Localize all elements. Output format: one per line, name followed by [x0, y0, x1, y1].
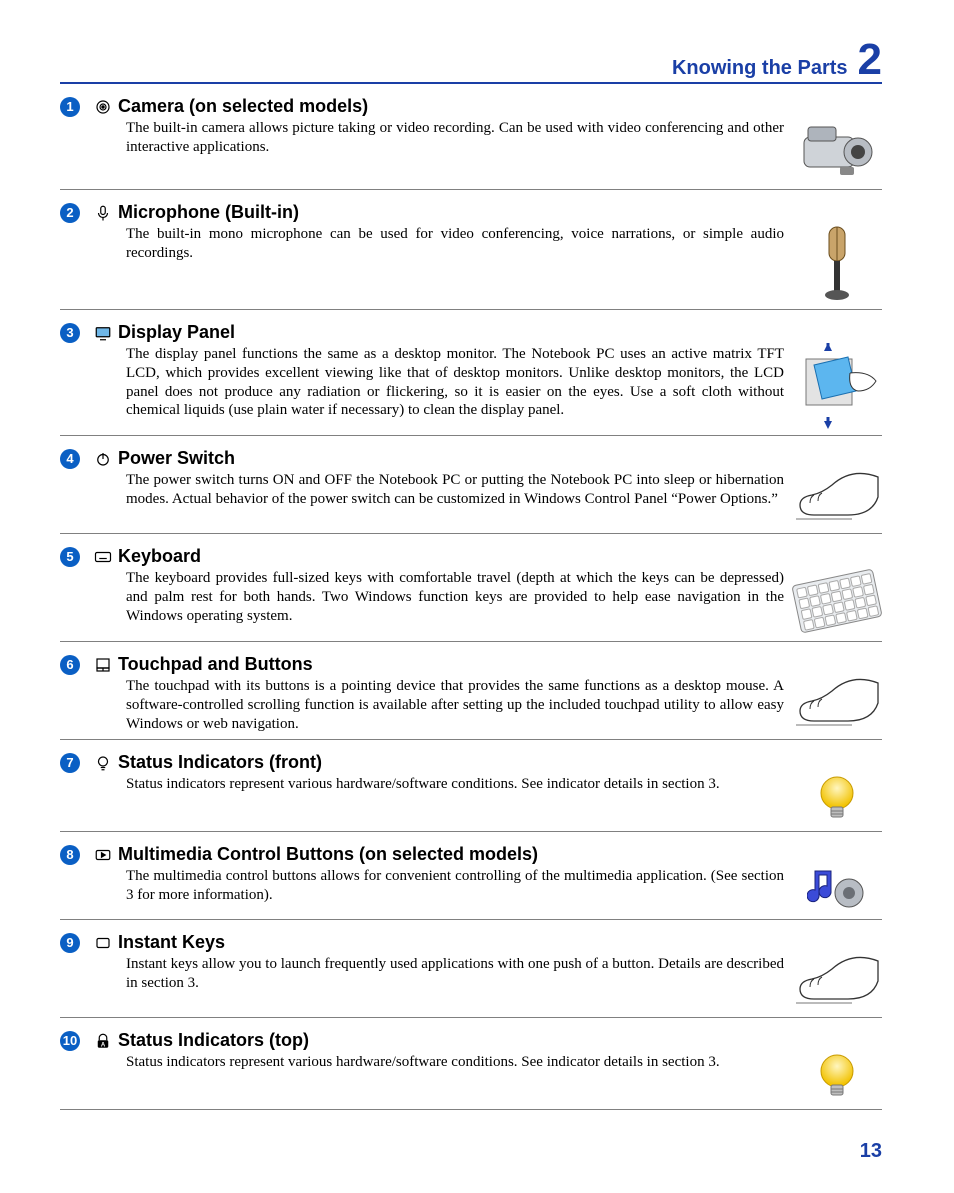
- section-body: The display panel functions the same as …: [60, 343, 784, 420]
- section-body: The keyboard provides full-sized keys wi…: [60, 567, 784, 625]
- section-body: The multimedia control buttons allows fo…: [60, 865, 784, 905]
- hand-press-graphic: [792, 675, 882, 733]
- section-body: The built-in mono microphone can be used…: [60, 223, 784, 263]
- section-title: Instant Keys: [118, 932, 225, 953]
- section-header: 3 Display Panel: [60, 322, 882, 343]
- section: 10 A Status Indicators (top)Status indicat…: [60, 1030, 882, 1110]
- instant-key-icon: [94, 934, 112, 952]
- section-title: Status Indicators (top): [118, 1030, 309, 1051]
- camcorder-graphic: [792, 117, 882, 183]
- section: 7 Status Indicators (front)Status indicat…: [60, 752, 882, 832]
- section-title: Microphone (Built-in): [118, 202, 299, 223]
- section-body-row: The built-in mono microphone can be used…: [60, 223, 882, 310]
- hand-press-graphic: [792, 469, 882, 527]
- section-header: 7 Status Indicators (front): [60, 752, 882, 773]
- sections-container: 1Camera (on selected models)The built-in…: [60, 96, 882, 1110]
- section: 8 Multimedia Control Buttons (on selected…: [60, 844, 882, 920]
- clean-cloth-graphic: [792, 343, 882, 429]
- section-header: 1 Camera (on selected models): [60, 96, 882, 117]
- section-body: The power switch turns ON and OFF the No…: [60, 469, 784, 509]
- bullet-number: 6: [60, 655, 80, 675]
- section-title: Touchpad and Buttons: [118, 654, 313, 675]
- power-icon: [94, 450, 112, 468]
- bullet-number: 7: [60, 753, 80, 773]
- bullet-number: 5: [60, 547, 80, 567]
- light-bulb-graphic: [792, 1051, 882, 1103]
- hand-press-graphic: [792, 953, 882, 1011]
- section-header: 2 Microphone (Built-in): [60, 202, 882, 223]
- chapter-number: 2: [858, 40, 882, 80]
- section-body: Status indicators represent various hard…: [60, 1051, 784, 1072]
- header-title: Knowing the Parts: [672, 57, 848, 80]
- section-body: The touchpad with its buttons is a point…: [60, 675, 784, 733]
- section: 5 KeyboardThe keyboard provides full-size…: [60, 546, 882, 642]
- note-speaker-graphic: [792, 865, 882, 913]
- section-body-row: The display panel functions the same as …: [60, 343, 882, 436]
- camera-lens-icon: [94, 98, 112, 116]
- section-header: 4 Power Switch: [60, 448, 882, 469]
- section-body: Status indicators represent various hard…: [60, 773, 784, 794]
- section-body-row: The power switch turns ON and OFF the No…: [60, 469, 882, 534]
- section: 9 Instant KeysInstant keys allow you to l…: [60, 932, 882, 1018]
- touchpad-icon: [94, 656, 112, 674]
- manual-page: Knowing the Parts 2 1 Camera (on selected…: [0, 0, 954, 1193]
- section-body-row: The touchpad with its buttons is a point…: [60, 675, 882, 740]
- bulb-small-icon: [94, 754, 112, 772]
- section-body: The built-in camera allows picture takin…: [60, 117, 784, 157]
- section-body-row: Status indicators represent various hard…: [60, 1051, 882, 1110]
- section-title: Camera (on selected models): [118, 96, 368, 117]
- keyboard-graphic: [792, 567, 882, 635]
- section-body-row: Instant keys allow you to launch frequen…: [60, 953, 882, 1018]
- section-title: Multimedia Control Buttons (on selected …: [118, 844, 538, 865]
- keyboard-icon: [94, 548, 112, 566]
- microphone-icon: [94, 204, 112, 222]
- section-header: 5 Keyboard: [60, 546, 882, 567]
- section-body: Instant keys allow you to launch frequen…: [60, 953, 784, 993]
- section: 2 Microphone (Built-in)The built-in mono …: [60, 202, 882, 310]
- section-body-row: The multimedia control buttons allows fo…: [60, 865, 882, 920]
- section-title: Status Indicators (front): [118, 752, 322, 773]
- bullet-number: 9: [60, 933, 80, 953]
- section-header: 8 Multimedia Control Buttons (on selected…: [60, 844, 882, 865]
- section-body-row: Status indicators represent various hard…: [60, 773, 882, 832]
- light-bulb-graphic: [792, 773, 882, 825]
- lock-a-icon: A: [94, 1032, 112, 1050]
- bullet-number: 10: [60, 1031, 80, 1051]
- media-icon: [94, 846, 112, 864]
- bullet-number: 3: [60, 323, 80, 343]
- bullet-number: 4: [60, 449, 80, 469]
- section-title: Display Panel: [118, 322, 235, 343]
- section: 3 Display PanelThe display panel function…: [60, 322, 882, 436]
- section-body-row: The keyboard provides full-sized keys wi…: [60, 567, 882, 642]
- svg-text:A: A: [101, 1042, 106, 1048]
- studio-mic-graphic: [792, 223, 882, 303]
- section: 4 Power SwitchThe power switch turns ON a…: [60, 448, 882, 534]
- section-body-row: The built-in camera allows picture takin…: [60, 117, 882, 190]
- bullet-number: 1: [60, 97, 80, 117]
- page-header: Knowing the Parts 2: [60, 40, 882, 84]
- section-header: 10 A Status Indicators (top): [60, 1030, 882, 1051]
- bullet-number: 8: [60, 845, 80, 865]
- bullet-number: 2: [60, 203, 80, 223]
- section-header: 9 Instant Keys: [60, 932, 882, 953]
- display-icon: [94, 324, 112, 342]
- section-title: Keyboard: [118, 546, 201, 567]
- section: 1 Camera (on selected models)The built-in…: [60, 96, 882, 190]
- section-title: Power Switch: [118, 448, 235, 469]
- section: 6 Touchpad and ButtonsThe touchpad with i…: [60, 654, 882, 740]
- section-header: 6 Touchpad and Buttons: [60, 654, 882, 675]
- page-number: 13: [60, 1140, 882, 1163]
